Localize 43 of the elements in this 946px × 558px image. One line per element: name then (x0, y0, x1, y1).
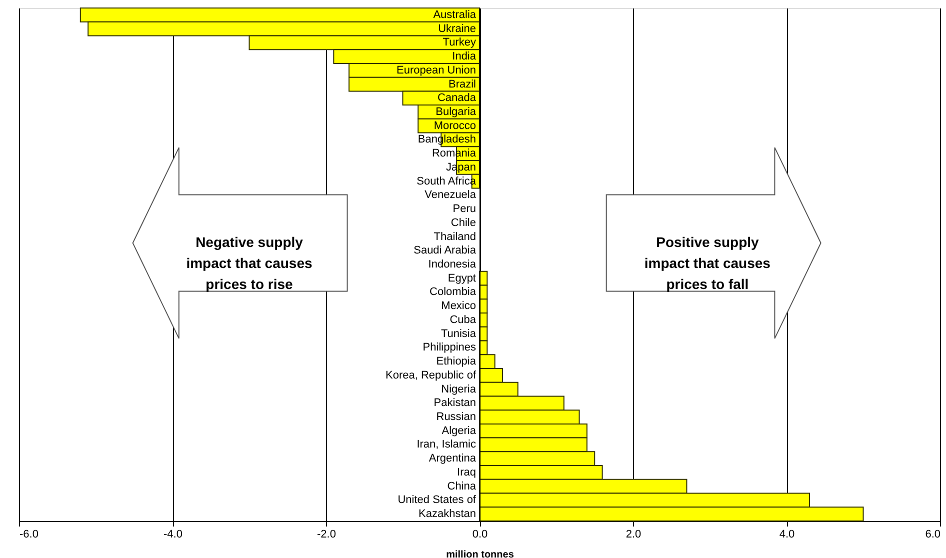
x-tick-label: -2.0 (317, 528, 336, 540)
y-tick-label: European Union (396, 64, 476, 76)
y-tick-label: Thailand (434, 230, 476, 243)
annotation: Positive supply impact that causes prices to fall (644, 234, 771, 292)
y-tick-label: Iraq (457, 466, 476, 478)
x-tick-label: 6.0 (925, 528, 940, 540)
y-tick-label: Mexico (441, 300, 476, 312)
y-tick-label: Pakistan (434, 397, 476, 410)
y-tick-label: Nigeria (441, 383, 477, 396)
y-tick-label: Venezuela (424, 189, 477, 202)
x-tick-label: -6.0 (20, 528, 38, 540)
y-tick-label: Korea, Republic of (386, 369, 477, 382)
y-tick-label: Ethiopia (436, 356, 477, 368)
y-tick-label: Egypt (448, 272, 476, 284)
y-tick-label: United States of (398, 494, 477, 506)
y-tick-label: Canada (437, 92, 477, 104)
y-tick-label: Indonesia (428, 258, 477, 270)
y-tick-label: Philippines (422, 342, 476, 354)
y-tick-label: Peru (452, 203, 476, 216)
y-tick-label: Russian (436, 411, 476, 424)
y-tick-label: Algeria (442, 424, 477, 437)
x-tick-label: 4.0 (779, 528, 795, 540)
y-tick-label: Brazil (448, 78, 476, 90)
y-tick-label: Ukraine (438, 22, 476, 35)
y-tick-label: Colombia (430, 286, 477, 298)
x-tick-label: -4.0 (164, 528, 182, 540)
x-tick-label: 2.0 (626, 528, 642, 540)
x-axis-title: million tonnes (446, 550, 514, 558)
y-tick-label: Bulgaria (436, 106, 477, 118)
annotation: Negative supply impact that causes prices to rise (186, 234, 312, 292)
y-tick-label: China (447, 480, 477, 492)
x-tick-label: 0.0 (472, 528, 488, 540)
y-tick-label: Saudi Arabia (414, 244, 477, 257)
y-tick-label: Australia (433, 8, 477, 21)
y-tick-label: Morocco (434, 120, 476, 132)
y-tick-label: Turkey (442, 36, 476, 49)
y-tick-label: Argentina (428, 452, 477, 465)
y-tick-label: Kazakhstan (418, 508, 476, 520)
y-tick-label: Cuba (450, 314, 477, 326)
y-tick-label: Iran, Islamic (416, 438, 476, 451)
y-tick-label: Chile (450, 216, 476, 229)
y-tick-label: India (452, 50, 477, 63)
y-tick-label: Tunisia (440, 328, 477, 340)
